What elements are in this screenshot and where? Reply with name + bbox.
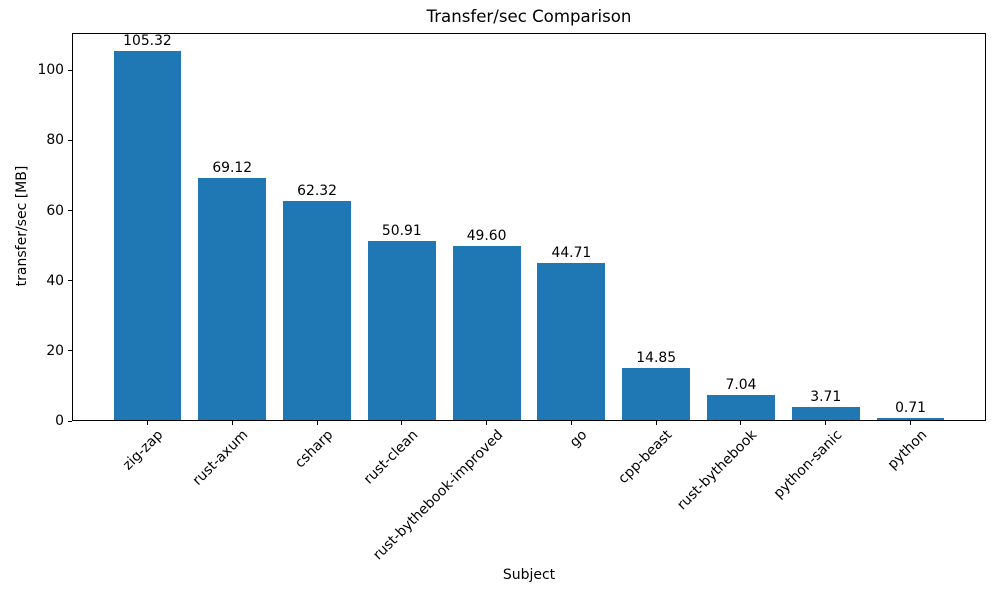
x-tick-mark [486,421,488,425]
y-tick-label: 100 [37,62,64,79]
bar-value-label: 69.12 [212,159,253,176]
y-tick-label: 80 [46,132,64,149]
bar-value-label: 14.85 [636,349,677,366]
bar-rust-bythebook-improved [452,245,521,420]
x-tick-label-zig-zap: zig-zap [120,427,167,474]
y-tick-mark [68,69,72,71]
bar-value-label: 44.71 [551,245,592,262]
x-tick-label-rust-axum: rust-axum [189,427,252,489]
x-tick-label-rust-clean: rust-clean [360,427,422,488]
x-tick-mark [740,421,742,425]
x-tick-label-python: python [884,427,930,473]
y-tick-mark [68,210,72,211]
x-tick-label-csharp: csharp [291,427,337,472]
bar-rust-bythebook [707,395,775,420]
x-tick-mark [570,421,572,425]
x-tick-mark [825,421,827,425]
x-tick-mark [401,421,403,425]
y-tick-mark [68,350,72,352]
y-tick-mark [68,280,72,282]
x-axis-label: Subject [502,567,556,583]
x-tick-label-rust-bythebook: rust-bythebook [674,427,761,514]
bar-value-label: 49.60 [466,227,507,244]
chart-title: Transfer/sec Comparison [426,7,632,26]
x-tick-label-python-sanic: python-sanic [770,427,846,502]
bar-cpp-beast [622,367,691,420]
bar-go [537,263,606,420]
y-tick-mark [68,420,72,422]
bar-value-label: 3.71 [810,388,842,405]
bar-value-label: 50.91 [381,223,422,240]
y-tick-label: 40 [46,272,64,289]
x-tick-label-cpp-beast: cpp-beast [615,427,676,487]
x-tick-mark [910,421,912,425]
bar-value-label: 105.32 [123,32,172,49]
x-tick-mark [316,421,318,425]
bar-csharp [283,201,351,420]
bar-python-sanic [791,406,860,420]
y-tick-label: 60 [46,202,64,219]
bar-rust-clean [367,241,436,420]
y-tick-label: 0 [55,413,64,429]
y-tick-label: 20 [46,342,64,359]
bar-value-label: 0.71 [895,399,926,416]
bar-zig-zap [113,50,182,420]
x-tick-label-go: go [567,427,591,451]
bar-rust-axum [198,177,267,420]
x-tick-mark [146,421,148,425]
x-tick-mark [655,421,657,425]
bar-value-label: 7.04 [725,377,757,394]
bar-value-label: 62.32 [297,183,337,200]
y-tick-mark [68,139,72,141]
bar-python [876,417,945,420]
x-tick-mark [231,421,233,425]
y-axis-label: transfer/sec [MB] [14,165,30,287]
